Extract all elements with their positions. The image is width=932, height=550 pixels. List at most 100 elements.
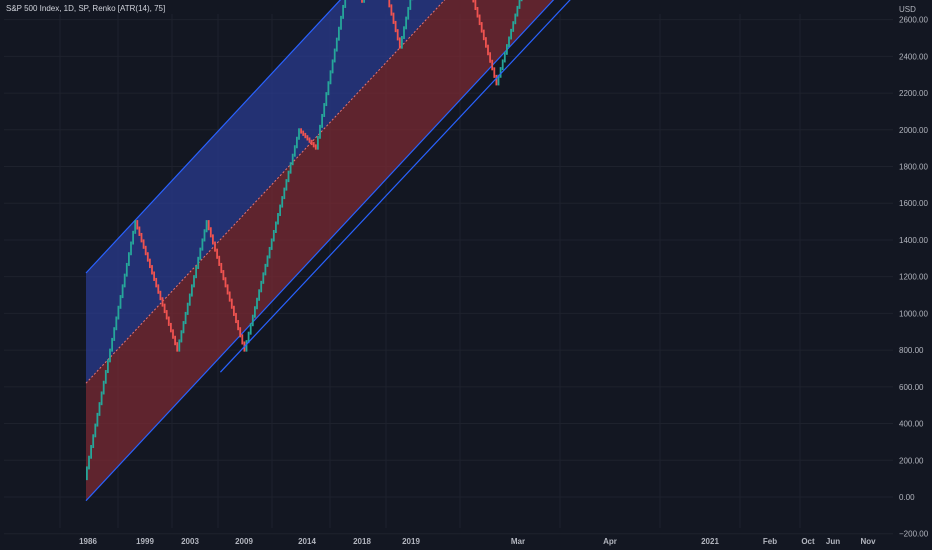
- renko-brick: [497, 74, 500, 86]
- trend-line[interactable]: [219, 0, 905, 373]
- price-tick-label: 1200.00: [899, 273, 928, 282]
- renko-brick: [167, 316, 170, 326]
- price-tick-label: 2000.00: [899, 126, 928, 135]
- time-tick-label: Apr: [603, 537, 617, 546]
- renko-brick: [510, 28, 512, 40]
- renko-brick: [92, 434, 95, 449]
- price-tick-label: −200.00: [899, 530, 929, 539]
- renko-brick: [289, 162, 292, 174]
- renko-brick: [489, 52, 491, 63]
- price-tick-label: 400.00: [899, 420, 924, 429]
- renko-brick: [113, 327, 116, 341]
- renko-brick: [314, 144, 317, 150]
- renko-brick: [476, 6, 479, 18]
- channel-mid-line[interactable]: [85, 0, 766, 384]
- renko-brick: [193, 275, 195, 288]
- renko-brick: [501, 59, 504, 71]
- renko-brick: [235, 312, 237, 324]
- renko-brick: [291, 153, 294, 166]
- renko-brick: [88, 455, 90, 470]
- renko-brick: [403, 26, 405, 39]
- channel-upper-line[interactable]: [85, 0, 766, 274]
- price-tick-label: 2200.00: [899, 89, 928, 98]
- renko-brick: [130, 241, 132, 256]
- renko-brick: [499, 67, 502, 78]
- regression-channel[interactable]: [85, 0, 766, 502]
- renko-brick: [161, 297, 164, 307]
- renko-brick: [226, 284, 229, 295]
- renko-brick: [209, 227, 212, 238]
- renko-brick: [149, 258, 151, 269]
- renko-brick: [298, 128, 300, 140]
- renko-brick: [495, 74, 498, 86]
- renko-brick: [331, 59, 334, 74]
- price-axis[interactable]: 5200.005000.004800.004600.004400.004200.…: [899, 0, 929, 539]
- drawings[interactable]: [219, 0, 905, 373]
- renko-brick: [205, 220, 208, 233]
- renko-brick: [117, 305, 120, 320]
- time-axis[interactable]: 1986 1999 2003 2009 2014 2018 2019 Mar Apr 2021 Fe…: [79, 537, 876, 546]
- time-tick-label: Feb: [763, 537, 777, 546]
- renko-brick: [264, 263, 267, 276]
- renko-brick: [405, 16, 407, 30]
- renko-brick: [338, 26, 340, 41]
- renko-brick: [104, 370, 107, 384]
- renko-brick: [237, 320, 239, 331]
- renko-brick: [409, 0, 412, 10]
- renko-brick: [317, 135, 319, 150]
- renko-brick: [159, 290, 162, 301]
- renko-brick: [136, 220, 139, 230]
- renko-brick: [224, 277, 227, 288]
- renko-brick: [96, 412, 99, 427]
- renko-brick: [251, 314, 254, 327]
- renko-brick: [308, 137, 311, 143]
- renko-brick: [327, 81, 330, 96]
- renko-brick: [247, 331, 250, 344]
- renko-brick: [241, 334, 244, 345]
- renko-brick: [94, 423, 97, 438]
- renko-brick: [256, 297, 258, 310]
- renko-brick: [165, 310, 168, 320]
- renko-brick: [98, 402, 101, 416]
- time-tick-label: 2021: [701, 537, 719, 546]
- renko-brick: [506, 44, 508, 55]
- renko-brick: [392, 12, 395, 24]
- renko-brick: [188, 293, 191, 306]
- renko-brick: [140, 232, 143, 243]
- renko-brick: [277, 213, 279, 225]
- renko-brick: [86, 466, 88, 481]
- renko-brick: [329, 70, 332, 85]
- time-tick-label: 2003: [181, 537, 199, 546]
- renko-brick: [363, 0, 365, 3]
- renko-brick: [482, 29, 485, 41]
- price-tick-label: 2400.00: [899, 52, 928, 61]
- renko-brick: [293, 145, 296, 157]
- renko-brick: [157, 284, 160, 294]
- renko-brick: [401, 35, 403, 49]
- price-tick-label: 1400.00: [899, 236, 928, 245]
- time-tick-label: 2019: [402, 537, 420, 546]
- renko-brick: [287, 170, 290, 183]
- renko-brick: [388, 0, 391, 8]
- time-tick-label: 1986: [79, 537, 97, 546]
- renko-brick: [228, 291, 231, 302]
- renko-brick: [176, 342, 179, 352]
- renko-brick: [300, 128, 302, 134]
- renko-brick: [201, 238, 204, 251]
- renko-brick: [144, 245, 147, 256]
- renko-brick: [283, 187, 286, 200]
- time-tick-label: Nov: [860, 537, 876, 546]
- renko-brick: [100, 391, 103, 406]
- price-tick-label: 2600.00: [899, 16, 928, 25]
- channel-lower-line[interactable]: [85, 0, 766, 502]
- renko-brick: [119, 295, 122, 309]
- renko-brick: [254, 306, 256, 318]
- renko-brick: [138, 226, 141, 236]
- time-tick-label: Oct: [801, 537, 815, 546]
- renko-brick: [218, 255, 221, 266]
- renko-brick: [191, 284, 193, 297]
- renko-brick: [478, 14, 481, 26]
- renko-brick: [220, 262, 223, 274]
